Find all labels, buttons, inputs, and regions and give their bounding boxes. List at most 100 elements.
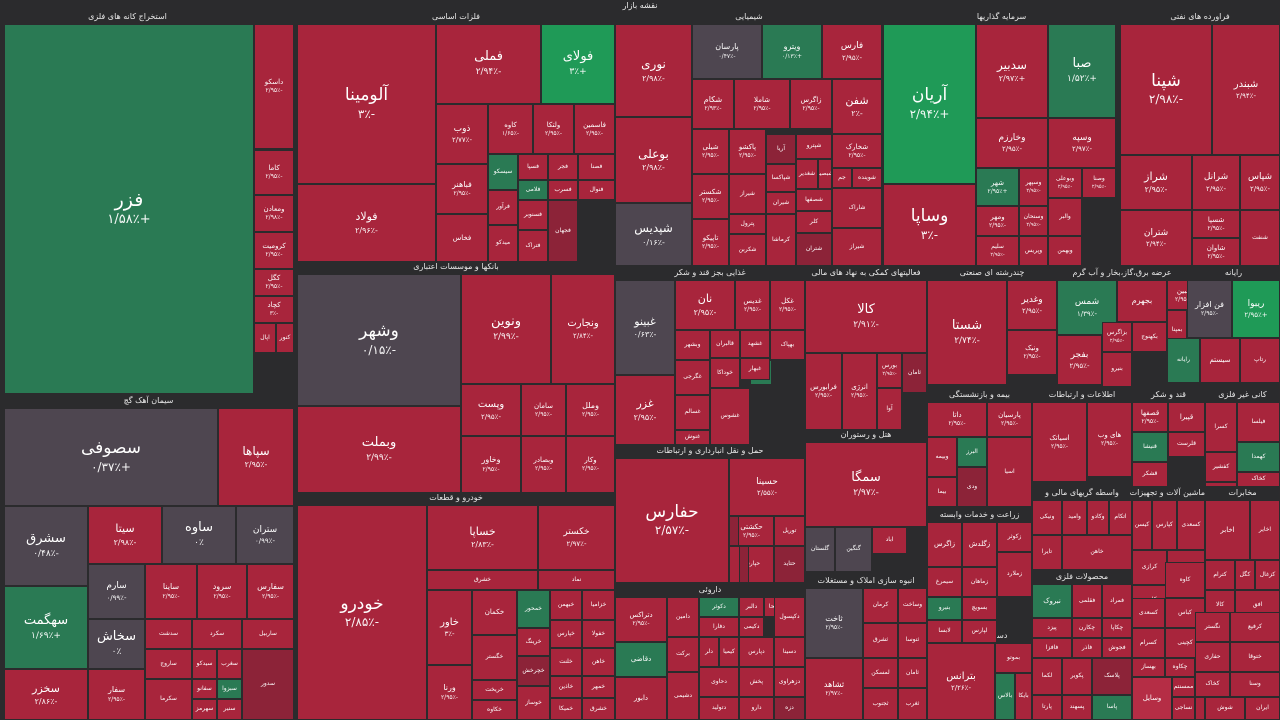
stock-tile[interactable]: نساجی (1172, 697, 1195, 720)
stock-tile[interactable]: آریان +۲/۹۴٪ (883, 24, 976, 184)
stock-tile[interactable]: پارسیان -۲/۹۵٪ (987, 402, 1032, 437)
stock-tile[interactable]: دزه (774, 697, 805, 720)
stock-tile[interactable]: اباد (872, 527, 907, 554)
stock-tile[interactable]: سیتا -۲/۹۸٪ (88, 506, 162, 564)
stock-tile[interactable]: خزامیا (582, 590, 615, 620)
stock-tile[interactable]: خلنت (550, 648, 582, 676)
stock-tile[interactable]: بالاس (995, 673, 1015, 720)
stock-tile[interactable]: فاذر (1072, 638, 1102, 658)
stock-tile[interactable]: کالا -۲/۹۱٪ (805, 280, 927, 353)
stock-tile[interactable]: خفولا (582, 620, 615, 648)
stock-tile[interactable]: ایران (1245, 697, 1280, 720)
stock-tile[interactable]: غدیس -۲/۹۵٪ (735, 280, 770, 330)
stock-tile[interactable] (1195, 697, 1205, 720)
stock-tile[interactable]: پترول (729, 214, 766, 234)
stock-tile[interactable]: لپارس (962, 620, 997, 643)
stock-tile[interactable]: دلر (699, 637, 719, 667)
stock-tile[interactable]: بنیرو (927, 597, 962, 620)
stock-tile[interactable]: آلومینا -۳٪ (297, 24, 436, 184)
stock-tile[interactable]: قلرست (1168, 432, 1205, 457)
stock-tile[interactable]: کسرا (1205, 402, 1237, 452)
stock-tile[interactable]: شهر +۲/۹۵٪ (976, 168, 1019, 206)
stock-tile[interactable]: سنیر (217, 699, 242, 720)
stock-tile[interactable]: بکهنوج (1132, 322, 1167, 352)
stock-tile[interactable]: خاذین (550, 676, 582, 698)
stock-tile[interactable]: کترام (1205, 560, 1235, 590)
stock-tile[interactable]: داسکو -۲/۹۵٪ (254, 24, 294, 149)
stock-tile[interactable]: شیراز (832, 228, 882, 266)
stock-tile[interactable]: شپنا -۲/۹۸٪ (1120, 24, 1212, 155)
stock-tile[interactable]: کپارس (1152, 500, 1177, 550)
stock-tile[interactable]: نوری -۲/۹۸٪ (615, 24, 692, 117)
stock-tile[interactable]: شپدیس -۰/۱۶٪ (615, 203, 692, 266)
stock-tile[interactable]: وسایل (1132, 677, 1172, 720)
stock-tile[interactable]: بورس -۲/۹۵٪ (877, 353, 902, 388)
stock-tile[interactable]: شکستر -۲/۹۵٪ (692, 174, 729, 219)
stock-tile[interactable]: رتاپ (1240, 338, 1280, 383)
stock-tile[interactable]: فنوال (578, 180, 615, 200)
stock-tile[interactable]: دابور (615, 677, 667, 720)
stock-tile[interactable]: شخارک -۲/۹۵٪ (832, 134, 882, 168)
stock-tile[interactable]: خپارس (550, 620, 582, 648)
stock-tile[interactable]: غکل -۲/۹۵٪ (770, 280, 805, 330)
stock-tile[interactable]: نگستر (1195, 612, 1230, 642)
stock-tile[interactable]: بیما (927, 477, 957, 507)
stock-tile[interactable]: فلامی (518, 180, 548, 200)
stock-tile[interactable]: کاوه -۱/۶۵٪ (488, 104, 533, 154)
stock-tile[interactable]: خشرق (427, 570, 538, 590)
stock-tile[interactable]: گنگین (835, 527, 872, 572)
stock-tile[interactable]: خمهر (582, 676, 615, 698)
stock-tile[interactable]: خکستر -۲/۹۷٪ (538, 505, 615, 570)
stock-tile[interactable]: رایانه (1167, 338, 1200, 383)
stock-tile[interactable]: حسینا -۲/۵۵٪ (729, 458, 805, 516)
stock-tile[interactable]: خمیکا (550, 698, 582, 720)
stock-tile[interactable]: غبهار (740, 358, 770, 380)
stock-tile[interactable]: گلستان (805, 527, 835, 572)
stock-tile[interactable]: حپارسا (729, 546, 774, 583)
stock-tile[interactable]: کاما -۲/۹۵٪ (254, 150, 294, 195)
stock-tile[interactable]: ستران -۰/۹۹٪ (236, 506, 294, 564)
stock-tile[interactable]: پاسا (1092, 695, 1132, 720)
stock-tile[interactable]: شغدیر (796, 159, 818, 189)
stock-tile[interactable]: سکرما (145, 679, 192, 720)
stock-tile[interactable]: کرمان (863, 588, 898, 623)
stock-tile[interactable]: کیسن (1132, 500, 1152, 550)
stock-tile[interactable]: سپاها -۲/۹۵٪ (218, 408, 294, 506)
stock-tile[interactable]: فجوش (1102, 638, 1132, 658)
stock-tile[interactable]: وخارزم -۲/۹۵٪ (976, 118, 1048, 168)
stock-tile[interactable]: سامان -۲/۹۵٪ (521, 384, 566, 436)
stock-tile[interactable]: شتران (796, 233, 832, 266)
stock-tile[interactable]: چکارن (1072, 618, 1102, 638)
stock-tile[interactable]: ثشرق (863, 623, 898, 658)
stock-tile[interactable]: کیمیا (719, 637, 739, 667)
stock-tile[interactable]: دکپسول (774, 597, 805, 637)
stock-tile[interactable]: وبشهر (675, 330, 710, 360)
stock-tile[interactable]: پخش (739, 667, 774, 697)
stock-tile[interactable]: دقاضی (615, 642, 667, 677)
stock-tile[interactable]: ختوقا (1230, 642, 1280, 672)
stock-tile[interactable]: میدکو (488, 225, 518, 262)
stock-tile[interactable]: وکادو (1087, 500, 1109, 535)
stock-tile[interactable]: سدور (242, 649, 294, 720)
stock-tile[interactable]: زاگرس -۲/۹۵٪ (790, 79, 832, 129)
stock-tile[interactable]: دحاوی (699, 667, 739, 697)
stock-tile[interactable]: وبملت -۲/۹۹٪ (297, 406, 461, 493)
stock-tile[interactable]: دکوثر (699, 597, 739, 617)
stock-tile[interactable]: ذوب -۲/۷۷٪ (436, 104, 488, 164)
stock-tile[interactable]: شوینده (852, 168, 882, 188)
stock-tile[interactable]: اسیا (987, 437, 1032, 507)
stock-tile[interactable]: وساپا -۳٪ (883, 184, 976, 266)
stock-tile[interactable]: های وب -۲/۹۵٪ (1087, 402, 1132, 477)
stock-tile[interactable]: ساوه ۰٪ (162, 506, 236, 564)
stock-tile[interactable]: فرآور (488, 190, 518, 225)
stock-tile[interactable]: وشهر -۰/۱۵٪ (297, 274, 461, 406)
stock-tile[interactable]: کخاک (1237, 472, 1280, 487)
stock-tile[interactable]: شپاس -۲/۹۵٪ (1240, 155, 1280, 210)
stock-tile[interactable]: پیزد (1032, 618, 1072, 638)
stock-tile[interactable]: شاوان -۲/۹۵٪ (1192, 238, 1240, 266)
stock-tile[interactable]: سرود -۲/۹۵٪ (197, 564, 247, 619)
stock-tile[interactable]: سغرب (217, 649, 242, 679)
stock-tile[interactable]: شکام -۲/۹۳٪ (692, 79, 734, 129)
stock-tile[interactable]: فتراک (518, 230, 548, 262)
stock-tile[interactable]: بسویچ (962, 597, 997, 620)
